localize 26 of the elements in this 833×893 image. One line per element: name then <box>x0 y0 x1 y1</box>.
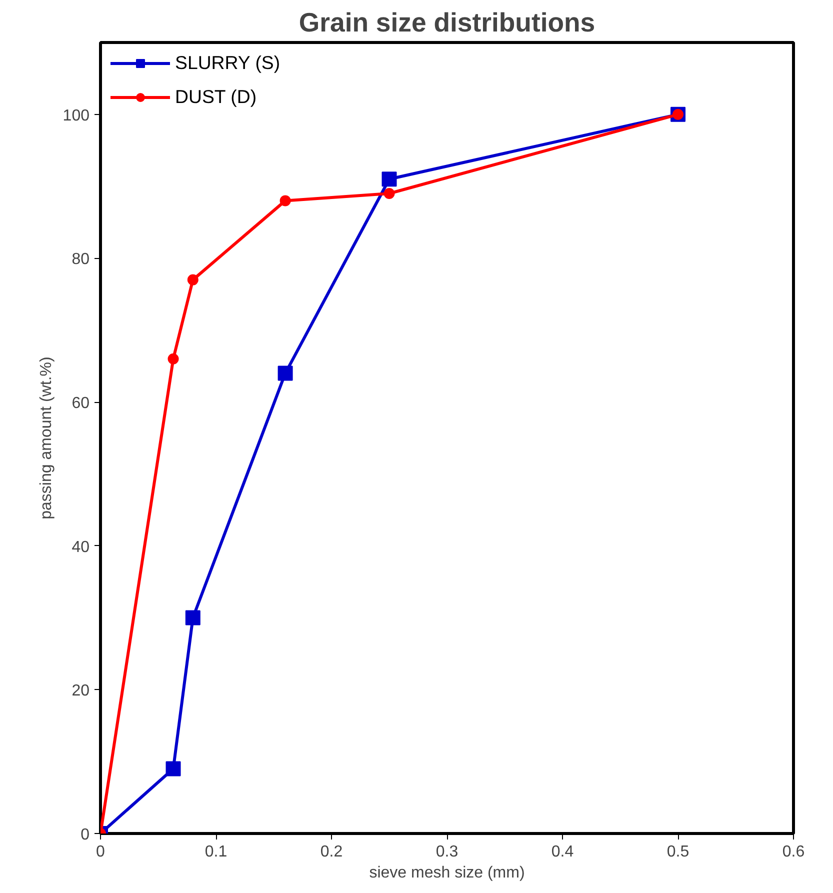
point <box>168 353 179 364</box>
point <box>187 274 198 286</box>
x-tick-label: 0.2 <box>320 844 343 860</box>
point <box>382 172 397 187</box>
point <box>280 195 291 206</box>
point <box>166 761 181 776</box>
legend-label: SLURRY (S) <box>175 52 280 74</box>
x-axis-title: sieve mesh size (mm) <box>369 864 525 882</box>
y-tick-label: 0 <box>80 826 90 844</box>
point <box>185 610 200 626</box>
x-tick-label: 0.4 <box>551 844 574 860</box>
y-tick-label: 20 <box>72 682 90 700</box>
legend-label: DUST (D) <box>175 86 257 108</box>
point <box>278 366 293 381</box>
x-tick-label: 0.3 <box>436 844 458 860</box>
y-tick-label: 100 <box>62 107 90 124</box>
x-tick-label: 0.6 <box>782 844 805 860</box>
x-tick-label: 0.1 <box>204 844 228 860</box>
y-tick-label: 80 <box>72 251 90 268</box>
y-tick-label: 40 <box>72 538 90 556</box>
y-tick-label: 60 <box>72 395 90 412</box>
x-tick-label: 0.5 <box>666 844 690 860</box>
y-axis-title: passing amount (wt.%) <box>38 356 55 520</box>
x-tick-label: 0 <box>96 844 106 860</box>
chart-title: Grain size distributions <box>298 8 596 38</box>
point <box>384 188 395 199</box>
